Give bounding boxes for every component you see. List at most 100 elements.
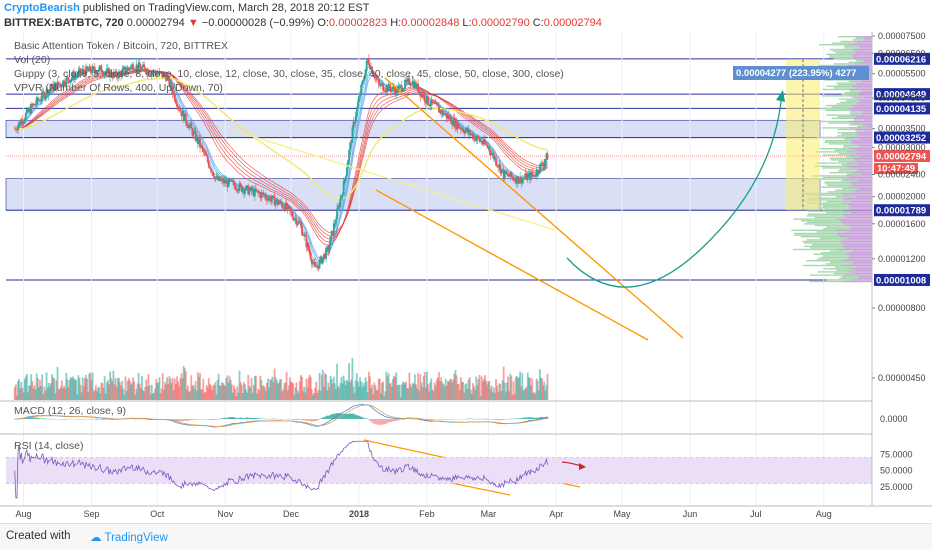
- candle-body: [531, 172, 534, 175]
- volume-bar: [147, 373, 150, 400]
- macd-histogram-bar: [393, 419, 395, 422]
- candle-body: [497, 166, 500, 168]
- volume-bar: [429, 382, 432, 400]
- volume-bar: [492, 387, 495, 400]
- volume-bar: [452, 379, 455, 400]
- macd-histogram-bar: [178, 419, 180, 422]
- volume-bar: [378, 378, 381, 400]
- candle-body: [257, 190, 260, 193]
- vpvr-up-row: [802, 192, 841, 195]
- volume-bar: [218, 385, 221, 400]
- macd-histogram-bar: [311, 419, 313, 422]
- volume-bar: [433, 382, 436, 400]
- volume-bar: [409, 384, 412, 400]
- volume-bar: [164, 382, 166, 400]
- volume-bar: [374, 385, 377, 400]
- indicator-vol[interactable]: Vol (20): [14, 54, 51, 66]
- level-label-box: [874, 273, 930, 286]
- volume-bar: [257, 388, 260, 400]
- candle-body: [356, 102, 359, 108]
- vpvr-up-row: [806, 260, 843, 262]
- vpvr-down-row: [856, 152, 872, 155]
- candle-body: [175, 100, 177, 104]
- volume-bar: [47, 382, 50, 400]
- macd-histogram-bar: [231, 417, 233, 419]
- volume-bar: [396, 385, 399, 400]
- vpvr-down-row: [843, 197, 872, 199]
- macd-histogram-bar: [317, 419, 320, 421]
- candle-body: [148, 74, 151, 76]
- candle-body: [207, 161, 210, 168]
- macd-histogram-bar: [197, 419, 199, 420]
- volume-bar: [216, 379, 219, 400]
- candle-body: [303, 234, 306, 236]
- author-name[interactable]: CryptoBearish: [4, 2, 80, 14]
- symbol-label: BITTREX:BATBTC, 720: [4, 17, 124, 29]
- macd-histogram-bar: [398, 419, 401, 420]
- candle-body: [353, 121, 356, 123]
- volume-bar: [380, 393, 382, 400]
- volume-bar: [74, 379, 76, 400]
- macd-histogram-bar: [96, 419, 98, 420]
- candle-body: [408, 78, 411, 85]
- indicator-macd[interactable]: MACD (12, 26, close, 9): [14, 405, 127, 417]
- vpvr-down-row: [853, 106, 872, 108]
- vpvr-up-row: [838, 152, 857, 155]
- vpvr-up-row: [838, 160, 857, 163]
- candle-body: [344, 175, 347, 179]
- volume-bar: [260, 380, 263, 400]
- candle-body: [110, 71, 113, 77]
- volume-bar: [169, 378, 172, 400]
- candle-body: [392, 86, 394, 90]
- candle-body: [157, 73, 160, 75]
- volume-bar: [138, 383, 141, 400]
- vpvr-up-row: [830, 159, 854, 161]
- vpvr-up-row: [844, 92, 860, 94]
- vpvr-up-row: [848, 61, 862, 63]
- volume-bar: [245, 389, 247, 400]
- volume-bar: [404, 382, 406, 400]
- vpvr-down-row: [848, 237, 872, 239]
- volume-bar: [102, 387, 105, 400]
- candle-body: [73, 72, 75, 80]
- volume-bar: [188, 392, 190, 400]
- macd-histogram-bar: [272, 418, 275, 419]
- candle-body: [389, 88, 392, 92]
- candle-body: [316, 266, 319, 268]
- candle-body: [442, 110, 445, 116]
- candle-body: [354, 116, 357, 123]
- candle-body: [249, 187, 252, 190]
- volume-bar: [354, 380, 357, 400]
- time-tick-label: Apr: [549, 509, 563, 519]
- indicator-rsi[interactable]: RSI (14, close): [14, 440, 84, 452]
- volume-bar: [182, 365, 185, 400]
- tradingview-logo[interactable]: ☁ TradingView: [90, 530, 168, 544]
- volume-bar: [48, 386, 51, 400]
- volume-bar: [342, 375, 345, 400]
- macd-histogram-bar: [337, 412, 339, 419]
- candle-body: [395, 87, 398, 95]
- macd-histogram-bar: [366, 418, 369, 419]
- indicator-guppy[interactable]: Guppy (3, close, 5, close, 8, close, 10,…: [14, 68, 564, 80]
- candle-body: [145, 72, 148, 75]
- price-chart[interactable]: 0.00004277 (223.95%) 4277 0.000062160.00…: [0, 0, 932, 523]
- volume-bar: [476, 385, 479, 400]
- macd-histogram-bar: [246, 417, 248, 419]
- macd-histogram-bar: [352, 413, 355, 419]
- candle-body: [144, 67, 147, 73]
- volume-bar: [315, 381, 318, 400]
- candle-body: [486, 144, 489, 148]
- candle-body: [328, 245, 331, 252]
- candle-body: [96, 72, 98, 75]
- candle-body: [299, 222, 302, 226]
- vpvr-down-row: [836, 248, 872, 251]
- vpvr-up-row: [829, 157, 854, 159]
- candle-body: [429, 105, 432, 107]
- candle-body: [508, 176, 511, 177]
- vpvr-up-row: [836, 82, 856, 84]
- candle-body: [426, 96, 428, 104]
- volume-bar: [477, 378, 480, 400]
- volume-bar: [343, 380, 346, 400]
- candle-body: [213, 176, 216, 180]
- indicator-vpvr[interactable]: VPVR (Number Of Rows, 400, Up/Down, 70): [14, 82, 223, 94]
